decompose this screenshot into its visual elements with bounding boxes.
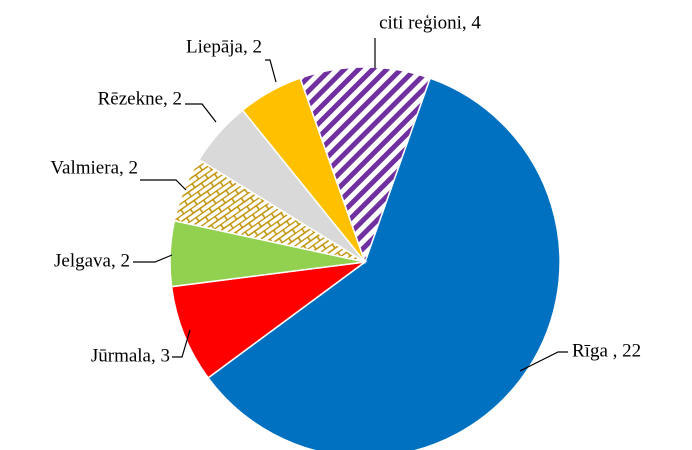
leader-line: [519, 351, 568, 372]
leader-line: [185, 103, 217, 123]
data-label: Jelgava, 2: [54, 250, 130, 271]
leader-line: [265, 59, 277, 83]
data-label: Liepāja, 2: [186, 36, 262, 57]
leader-line: [140, 179, 187, 191]
data-label: Rīga , 22: [572, 340, 641, 361]
data-label: Jūrmala, 3: [91, 345, 170, 366]
pie-slice: [299, 66, 432, 265]
leader-line: [133, 254, 173, 263]
data-label: Rēzekne, 2: [98, 88, 182, 109]
data-label: citi reģioni, 4: [379, 12, 481, 33]
data-label: Valmiera, 2: [50, 157, 138, 178]
pie-slice: [207, 77, 561, 450]
leader-line: [172, 329, 191, 358]
pie-slice: [170, 260, 368, 379]
